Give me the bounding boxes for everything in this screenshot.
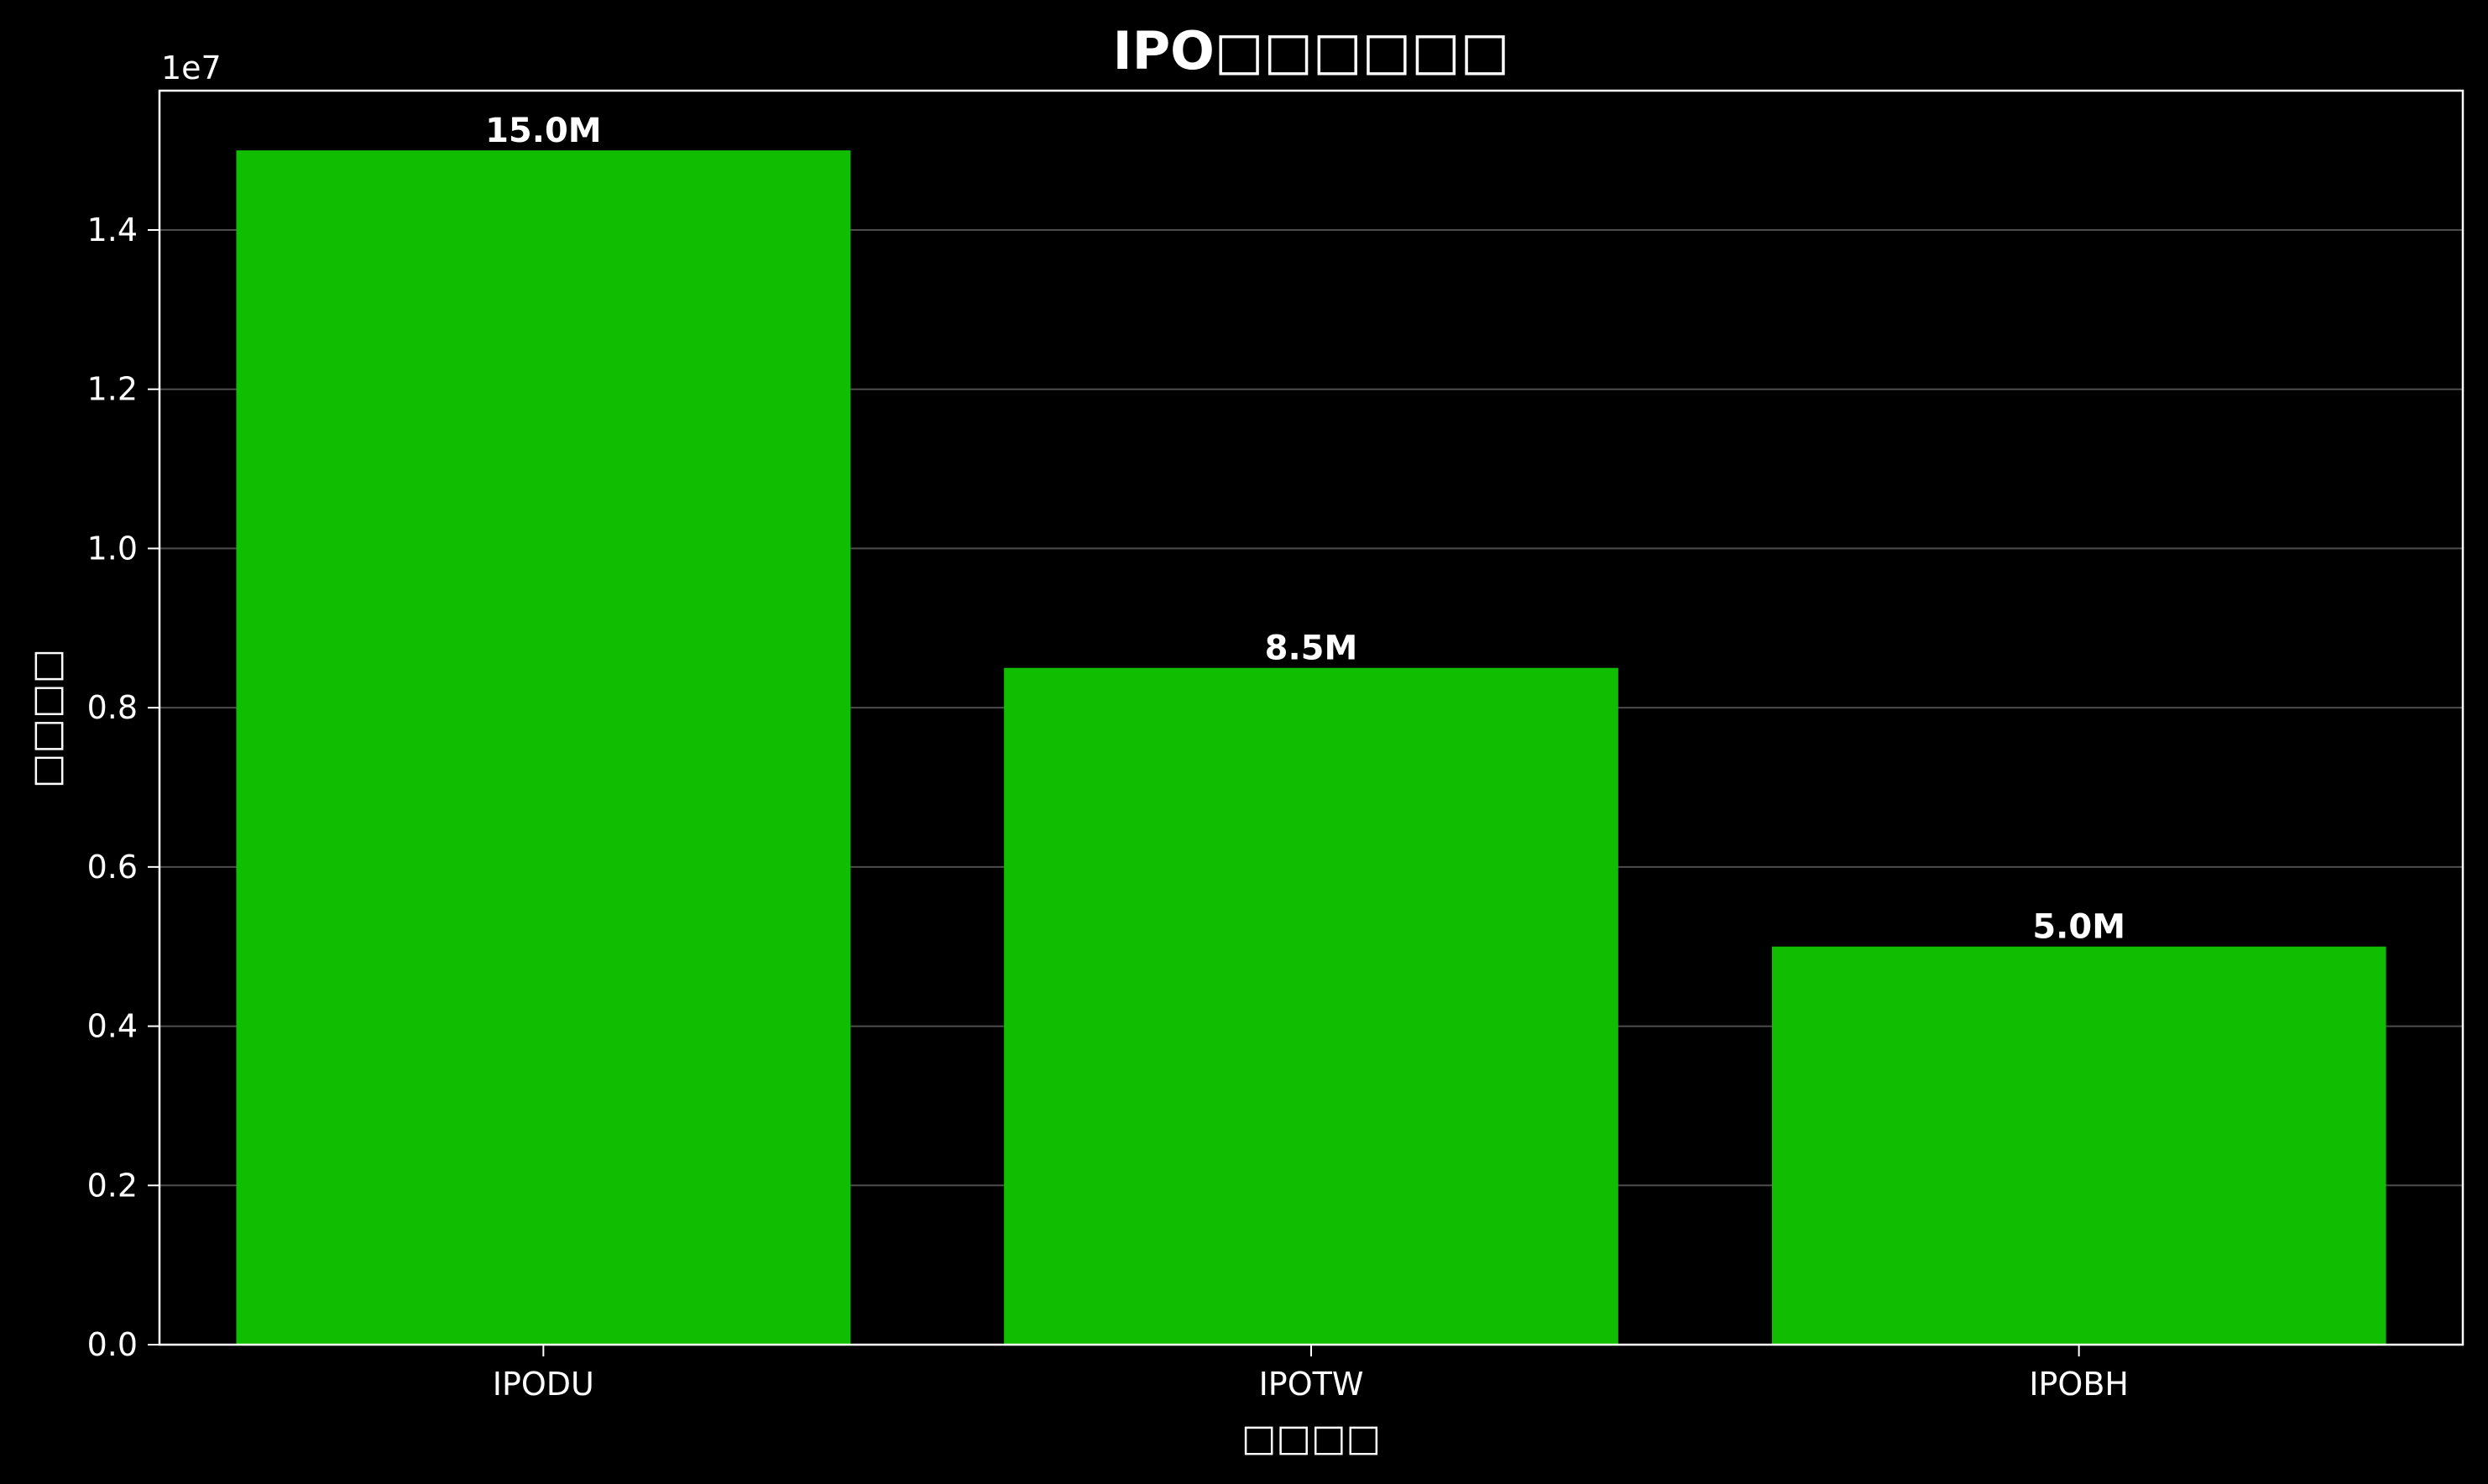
bars-layer — [236, 150, 2386, 1346]
y-tick-label: 1.2 — [87, 371, 138, 408]
y-tick-label: 0.8 — [87, 689, 138, 726]
bar-ipotw — [1004, 667, 1618, 1345]
y-tick-label: 1.4 — [87, 212, 138, 248]
chart-title: IPO□□□□□□ — [1113, 20, 1510, 81]
bar-value-label: 15.0M — [485, 112, 602, 150]
bar-labels-layer: 15.0M 8.5M 5.0M — [485, 112, 2125, 947]
y-tick-label: 0.4 — [87, 1008, 138, 1045]
bar-value-label: 5.0M — [2032, 908, 2125, 947]
y-tick-label: 1.0 — [87, 530, 138, 567]
y-tick-label: 0.2 — [87, 1167, 138, 1204]
y-axis-label: □□□□ — [25, 649, 68, 788]
x-tick-label: IPODU — [493, 1366, 594, 1403]
x-tick-label: IPOTW — [1259, 1366, 1364, 1403]
y-tick-label: 0.0 — [87, 1326, 138, 1363]
x-tick-label: IPOBH — [2029, 1366, 2129, 1403]
bar-value-label: 8.5M — [1265, 630, 1358, 668]
y-tick-label: 0.6 — [87, 849, 138, 886]
x-axis-label: □□□□ — [1241, 1417, 1381, 1460]
bar-ipobh — [1771, 946, 2386, 1345]
bar-ipodu — [236, 150, 851, 1346]
ticks-layer: 0.0 0.2 0.4 0.6 0.8 1.0 1.2 1.4 IPODU IPOTW IPOBH — [87, 212, 2129, 1403]
y-axis-offset-label: 1e7 — [161, 50, 222, 86]
